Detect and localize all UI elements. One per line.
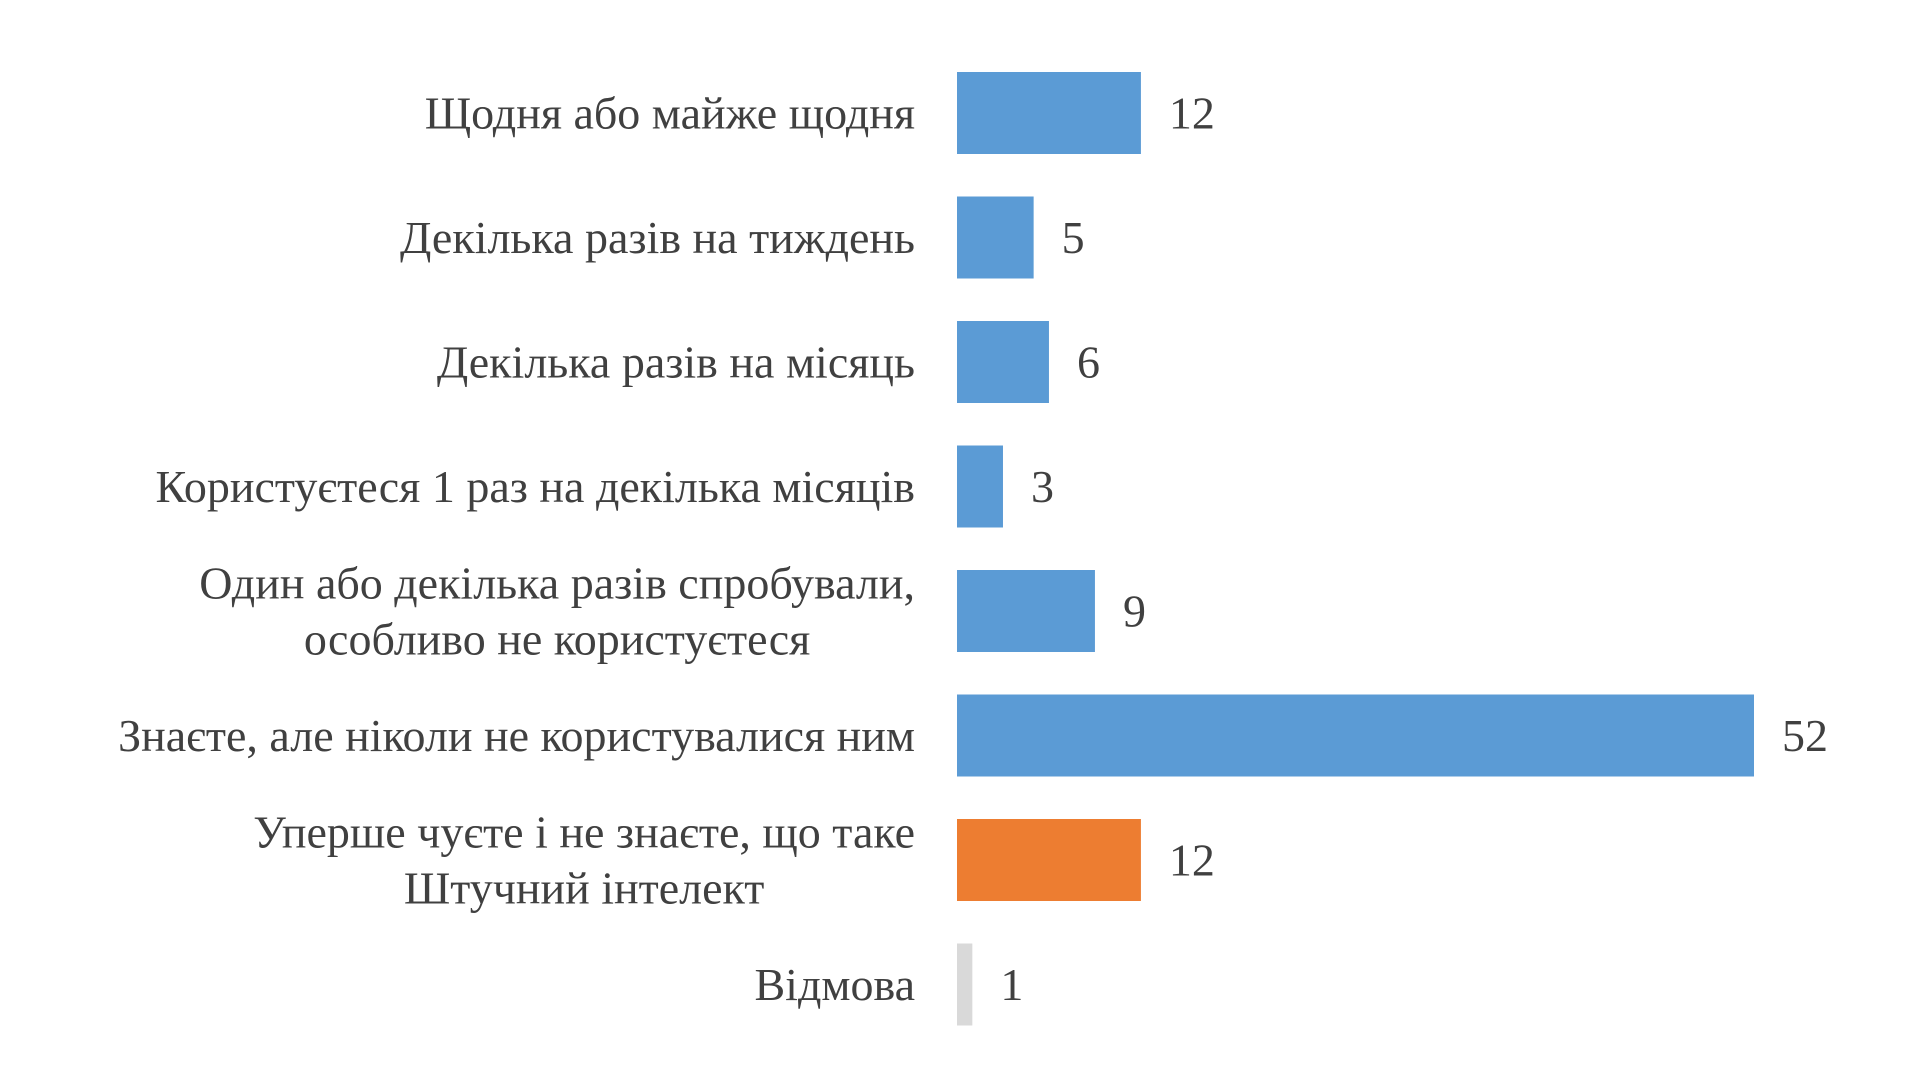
category-label-4: Користуєтеся 1 раз на декілька місяців [155,461,915,512]
value-label-2: 5 [1062,212,1085,263]
category-label-7-line-2: Штучний інтелект [404,863,765,914]
category-label-1: Щодня або майже щодня [425,88,915,139]
bar-8 [957,943,973,1026]
category-labels-group: Щодня або майже щодня Декілька разів на т… [118,88,915,1011]
category-label-8: Відмова [754,959,915,1010]
value-label-7: 12 [1169,835,1215,886]
bar-6 [957,694,1754,777]
category-label-5-line-1: Один або декілька разів спробували, [199,558,915,609]
value-labels-group: 12 5 6 3 9 52 12 1 [1000,88,1828,1011]
category-label-5-line-2: особливо не користуєтеся [304,614,810,665]
bar-3 [957,321,1049,403]
bar-2 [957,196,1034,279]
value-label-6: 52 [1782,710,1828,761]
bar-4 [957,445,1003,528]
value-label-8: 1 [1000,959,1023,1010]
value-label-3: 6 [1077,337,1100,388]
category-label-2: Декілька разів на тиждень [400,212,915,263]
bars-group [957,72,1754,1026]
value-label-1: 12 [1169,88,1215,139]
category-label-6: Знаєте, але ніколи не користувалися ним [118,710,915,761]
category-label-3: Декілька разів на місяць [437,337,915,388]
bar-7 [957,819,1141,901]
bar-5 [957,570,1095,652]
value-label-5: 9 [1123,586,1146,637]
category-label-7-line-1: Уперше чуєте і не знаєте, що таке [253,807,915,858]
value-label-4: 3 [1031,461,1054,512]
bar-1 [957,72,1141,154]
